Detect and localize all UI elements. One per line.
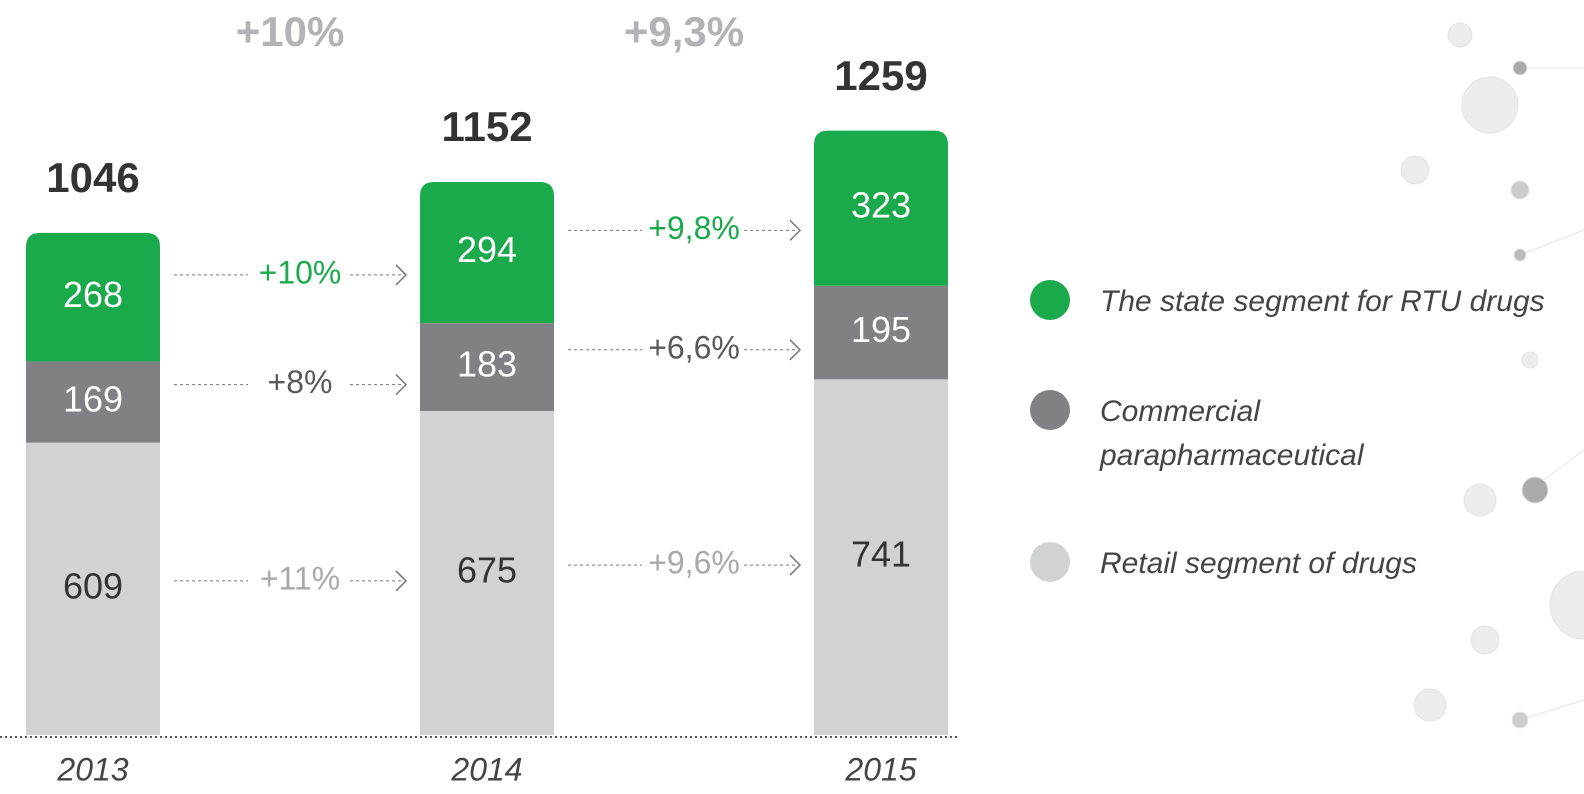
total-growth: +10% [236,8,345,55]
legend-label: Retail segment of drugs [1100,547,1417,580]
legend-swatch [1030,280,1070,320]
legend-label: Commercial parapharmaceutical [1100,395,1364,472]
year-label: 2014 [450,751,522,787]
legend-label: The state segment for RTU drugs [1100,285,1545,318]
growth-label: +6,6% [648,329,740,365]
bar-segment [814,379,948,735]
segment-label: 675 [457,550,517,591]
total-label: 1259 [834,52,927,99]
legend-swatch [1030,542,1070,582]
segment-label: 609 [63,565,123,606]
total-label: 1046 [46,154,139,201]
arrowhead [395,570,408,592]
segment-label: 195 [851,309,911,350]
bar-segment [814,130,948,286]
segment-label: 294 [457,229,517,270]
legend-item: Retail segment of drugs [1030,542,1417,586]
segment-label: 268 [63,274,123,315]
bar-segment [420,411,554,735]
bar-segment [420,182,554,324]
year-label: 2015 [844,751,916,787]
decoration [1400,22,1584,729]
bar-segment [26,442,160,735]
arrowhead [789,339,802,361]
total-label: 1152 [441,103,532,150]
growth-label: +9,6% [648,545,740,581]
total-growth: +9,3% [624,8,744,55]
segment-label: 323 [851,185,911,226]
segment-label: 169 [63,379,123,420]
bar-segment [814,285,948,380]
legend-item: Commercial parapharmaceutical [1030,390,1400,478]
growth-label: +8% [268,364,333,400]
segment-label: 741 [851,534,911,575]
bar-segment [26,232,160,362]
arrowhead [789,219,802,241]
arrowhead [395,264,408,286]
arrowhead [395,374,408,396]
arrowhead [789,554,802,576]
legend-item: The state segment for RTU drugs [1030,280,1545,324]
growth-label: +11% [260,560,340,596]
year-label: 2013 [56,751,128,787]
legend-swatch [1030,390,1070,430]
growth-label: +9,8% [648,210,740,246]
segment-label: 183 [457,344,517,385]
bar-segment [26,361,160,443]
growth-label: +10% [259,254,342,290]
bar-segment [420,323,554,411]
